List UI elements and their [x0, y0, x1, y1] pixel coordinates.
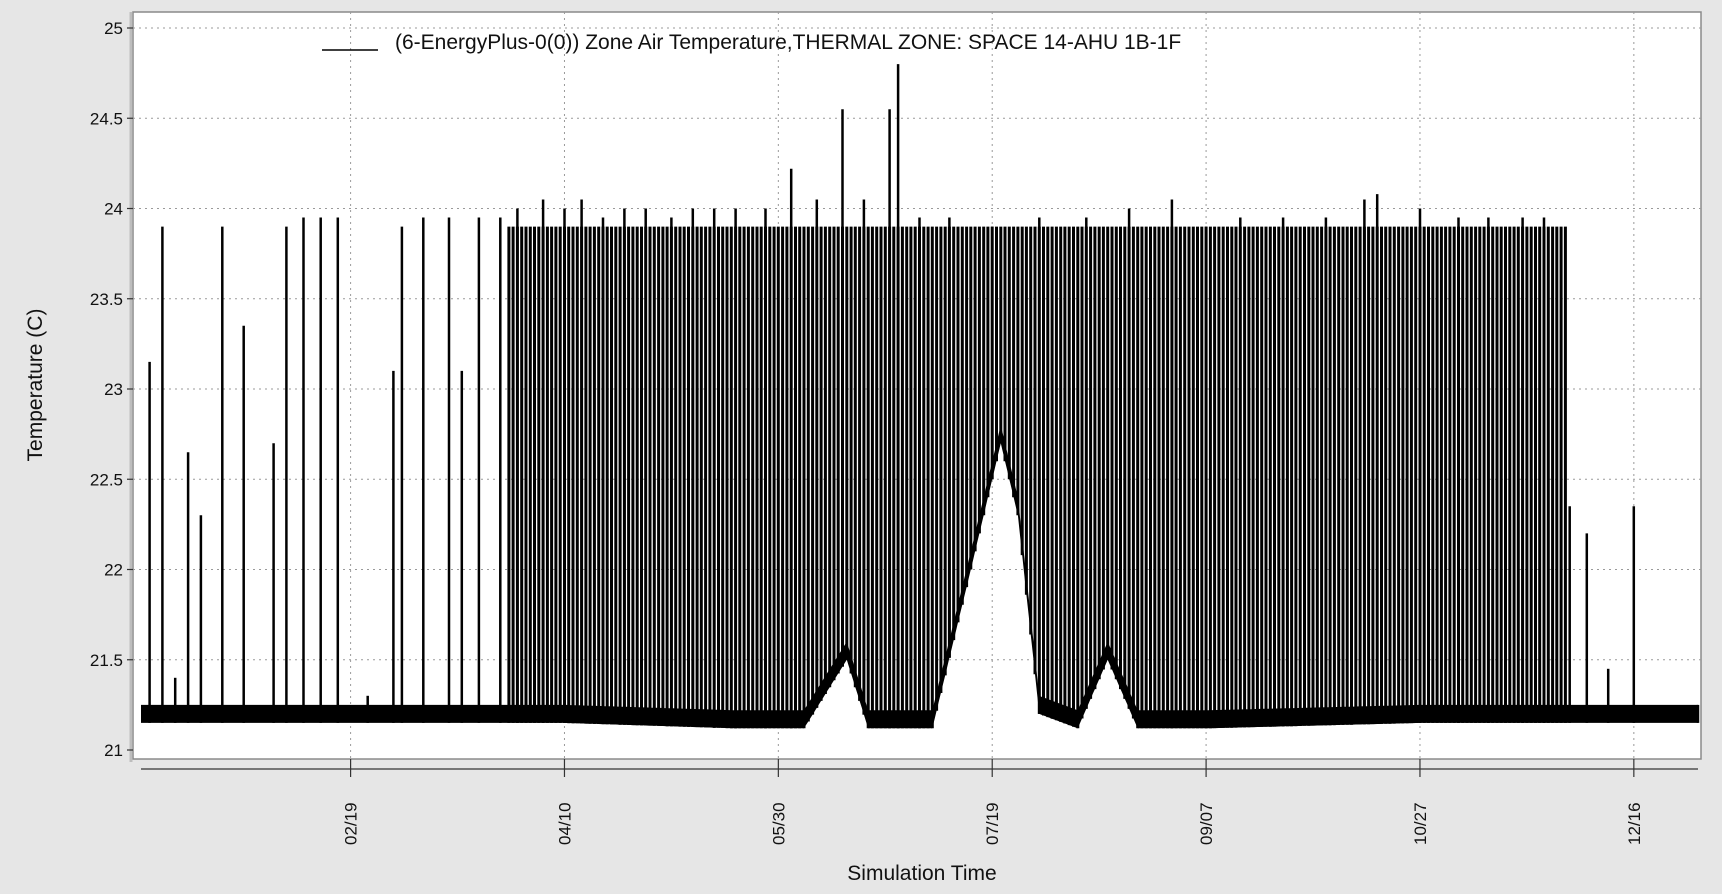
- x-tick-label: 09/07: [1197, 802, 1216, 845]
- y-tick-label: 23.5: [90, 290, 123, 309]
- x-tick-label: 02/19: [342, 802, 361, 845]
- y-axis-title: Temperature (C): [24, 309, 47, 462]
- x-axis: 02/19 04/10 05/30 07/19 09/07 10/27 12/16: [141, 759, 1698, 845]
- y-tick-label: 22: [104, 561, 123, 580]
- y-tick-label: 21: [104, 741, 123, 760]
- legend-entry-label: (6-EnergyPlus-0(0)) Zone Air Temperature…: [395, 31, 1181, 54]
- y-tick-label: 24.5: [90, 109, 123, 128]
- x-tick-label: 04/10: [555, 802, 574, 845]
- y-axis: 21 21.5 22 22.5 23 23.5 24 24.5 25: [90, 19, 133, 760]
- x-tick-label: 07/19: [983, 802, 1002, 845]
- y-tick-label: 22.5: [90, 470, 123, 489]
- legend: (6-EnergyPlus-0(0)) Zone Air Temperature…: [322, 31, 1181, 54]
- series-zone-air-temperature: [141, 64, 1700, 729]
- x-tick-label: 10/27: [1411, 802, 1430, 845]
- y-tick-label: 23: [104, 380, 123, 399]
- y-tick-label: 25: [104, 19, 123, 38]
- x-tick-label: 05/30: [769, 802, 788, 845]
- x-axis-title: Simulation Time: [847, 862, 996, 885]
- y-tick-label: 21.5: [90, 651, 123, 670]
- y-tick-label: 24: [104, 200, 123, 219]
- x-tick-label: 12/16: [1625, 802, 1644, 845]
